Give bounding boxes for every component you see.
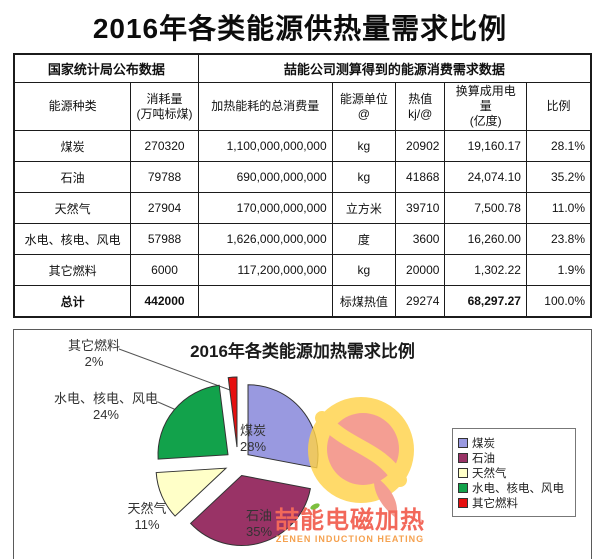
legend-swatch-natural-gas	[458, 467, 468, 478]
pie-label-other-fuels: 其它燃料 2%	[67, 338, 121, 369]
table-cell: 1,302.22	[444, 254, 527, 286]
legend-swatch-coal	[458, 437, 468, 448]
table-cell: 23.8%	[525, 223, 592, 255]
table-cell: 39710	[395, 192, 446, 224]
pie-slice-natural-gas	[155, 467, 228, 517]
table-cell: 57988	[130, 223, 199, 255]
total-unit-cell: 标煤热值	[331, 285, 397, 318]
table-row: 水电、核电、风电 57988 1,626,000,000,000 度 3600 16,26…	[13, 223, 592, 255]
pie-slice-oil	[189, 474, 311, 546]
col-header-energy-unit: 能源单位 @	[331, 82, 397, 131]
total-electricity-cell: 68,297.27	[444, 285, 527, 318]
legend-swatch-other-fuels	[458, 497, 468, 508]
legend-item-hydro-nuclear-wind: 水电、核电、风电	[458, 480, 570, 495]
table-cell: 度	[331, 223, 397, 255]
col-header-converted-electricity: 换算成用电量 (亿度)	[444, 82, 527, 131]
legend-list: 煤炭石油天然气水电、核电、风电 其它燃料	[458, 435, 570, 510]
table-cell: 1.9%	[525, 254, 592, 286]
table-cell: 立方米	[331, 192, 397, 224]
total-consumption-cell: 442000	[130, 285, 199, 318]
total-empty-cell	[197, 285, 333, 318]
table-cell: 20902	[395, 130, 446, 162]
table-cell: kg	[331, 161, 397, 193]
col-header-total-heating-consumption: 加热能耗的总消费量	[197, 82, 333, 131]
col-header-energy-type: 能源种类	[13, 82, 132, 131]
table-body: 煤炭 270320 1,100,000,000,000 kg 20902 19,160.1…	[13, 130, 592, 286]
table-cell: 28.1%	[525, 130, 592, 162]
table-cell: 3600	[395, 223, 446, 255]
table-cell: 117,200,000,000	[197, 254, 333, 286]
col-header-heat-value: 热值 kj/@	[395, 82, 446, 131]
table-cell: 170,000,000,000	[197, 192, 333, 224]
table-cell: 27904	[130, 192, 199, 224]
legend-label: 石油	[472, 452, 495, 465]
legend-label: 水电、核电、风电	[472, 482, 564, 495]
total-heat-value-cell: 29274	[395, 285, 446, 318]
table-cell: 16,260.00	[444, 223, 527, 255]
col-header-consumption: 消耗量 (万吨标煤)	[130, 82, 199, 131]
pie-chart-panel: 2016年各类能源加热需求比例 煤炭 28% 石油 35% 天然气 11% 水电、核电、风电…	[13, 329, 592, 559]
legend-item-other-fuels: 其它燃料	[458, 495, 570, 510]
table-cell: kg	[331, 130, 397, 162]
legend-swatch-hydro-nuclear-wind	[458, 482, 468, 493]
table-cell: 270320	[130, 130, 199, 162]
table-cell: 天然气	[13, 192, 132, 224]
page-title: 2016年各类能源供热量需求比例	[92, 13, 508, 44]
legend-swatch-oil	[458, 452, 468, 463]
table-cell: 24,074.10	[444, 161, 527, 193]
table-cell: 7,500.78	[444, 192, 527, 224]
table-cell: 1,100,000,000,000	[197, 130, 333, 162]
pie-slice-hydro-nuclear-wind	[157, 384, 229, 460]
legend-label: 天然气	[472, 467, 507, 480]
legend-label: 其它燃料	[472, 497, 518, 510]
label-leader-line	[118, 348, 231, 391]
pie-slice-other-fuels	[227, 376, 238, 448]
energy-table: 国家统计局公布数据 喆能公司测算得到的能源消费需求数据 能源种类 消耗量 (万吨…	[13, 53, 592, 318]
table-row: 煤炭 270320 1,100,000,000,000 kg 20902 19,160.1…	[13, 130, 592, 162]
table-group-header-row: 国家统计局公布数据 喆能公司测算得到的能源消费需求数据	[13, 53, 592, 83]
table-cell: kg	[331, 254, 397, 286]
group-header-national-stats: 国家统计局公布数据	[13, 53, 199, 83]
table-row: 其它燃料 6000 117,200,000,000 kg 20000 1,302.22 1.…	[13, 254, 592, 286]
table-row: 天然气 27904 170,000,000,000 立方米 39710 7,500.78 1…	[13, 192, 592, 224]
pie-svg	[118, 348, 319, 546]
table-cell: 煤炭	[13, 130, 132, 162]
table-total-row: 总计 442000 标煤热值 29274 68,297.27 100.0%	[13, 285, 592, 318]
table-cell: 水电、核电、风电	[13, 223, 132, 255]
pie-label-oil: 石油 35%	[245, 508, 273, 539]
table-cell: 11.0%	[525, 192, 592, 224]
legend-item-natural-gas: 天然气	[458, 465, 570, 480]
table-cell: 1,626,000,000,000	[197, 223, 333, 255]
group-header-company-data: 喆能公司测算得到的能源消费需求数据	[197, 53, 592, 83]
table-cell: 石油	[13, 161, 132, 193]
pie-label-natural-gas: 天然气 11%	[127, 501, 167, 532]
table-cell: 20000	[395, 254, 446, 286]
table-cell: 35.2%	[525, 161, 592, 193]
table-cell: 41868	[395, 161, 446, 193]
total-label-cell: 总计	[13, 285, 132, 318]
legend-item-oil: 石油	[458, 450, 570, 465]
table-cell: 其它燃料	[13, 254, 132, 286]
chart-legend: 煤炭石油天然气水电、核电、风电 其它燃料	[452, 428, 576, 517]
pie-label-coal: 煤炭 28%	[239, 423, 267, 454]
total-ratio-cell: 100.0%	[525, 285, 592, 318]
table-cell: 6000	[130, 254, 199, 286]
table-row: 石油 79788 690,000,000,000 kg 41868 24,074.10 35…	[13, 161, 592, 193]
chart-title: 2016年各类能源加热需求比例	[190, 342, 415, 361]
legend-label: 煤炭	[472, 437, 495, 450]
table-cell: 19,160.17	[444, 130, 527, 162]
pie-label-hydro-nuclear-wind: 水电、核电、风电 24%	[53, 391, 159, 422]
table-column-header-row: 能源种类 消耗量 (万吨标煤) 加热能耗的总消费量 能源单位 @ 热值 kj/@…	[13, 82, 592, 131]
table-cell: 690,000,000,000	[197, 161, 333, 193]
table-cell: 79788	[130, 161, 199, 193]
legend-item-coal: 煤炭	[458, 435, 570, 450]
col-header-ratio: 比例	[525, 82, 592, 131]
